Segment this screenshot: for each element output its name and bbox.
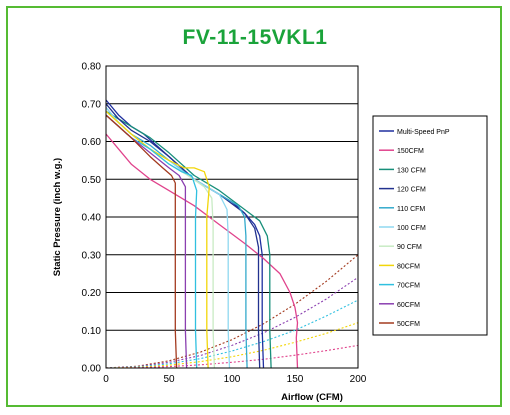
series-line — [105, 110, 272, 369]
system-curves — [105, 254, 359, 369]
y-tick-label: 0.50 — [82, 175, 102, 186]
grid-lines — [106, 65, 358, 369]
system-curve — [105, 299, 359, 369]
legend-label: 150CFM — [397, 148, 424, 155]
legend-label: 70CFM — [397, 283, 420, 290]
x-tick-labels: 0 50 100 150 200 — [103, 374, 367, 385]
y-tick-label: 0.80 — [82, 62, 102, 73]
x-axis-label: Airflow (CFM) — [281, 392, 343, 403]
legend-label: 80CFM — [397, 263, 420, 270]
chart-title: FV-11-15VKL1 — [182, 26, 328, 49]
x-tick-label: 150 — [287, 374, 304, 385]
x-tick-label: 100 — [224, 374, 241, 385]
x-tick-label: 0 — [103, 374, 109, 385]
y-tick-label: 0.70 — [82, 99, 102, 110]
series-line — [105, 114, 178, 369]
legend: Multi-Speed PnP 150CFM 130 CFM 120 CFM 110 C… — [372, 115, 488, 336]
plot-area-border — [105, 65, 359, 369]
y-axis-label: Static Pressure (inch w.g.) — [52, 158, 63, 276]
legend-label: Multi-Speed PnP — [397, 129, 450, 136]
legend-label: 120 CFM — [397, 187, 426, 194]
series-line — [105, 110, 210, 369]
legend-label: 90 CFM — [397, 244, 422, 251]
y-tick-label: 0.60 — [82, 137, 102, 148]
legend-label: 110 CFM — [397, 206, 425, 213]
x-tick-label: 50 — [163, 374, 175, 385]
legend-label: 100 CFM — [397, 225, 426, 232]
x-tick-label: 200 — [350, 374, 367, 385]
legend-label: 50CFM — [397, 321, 420, 328]
y-tick-label: 0.00 — [82, 364, 102, 375]
series-line — [105, 107, 248, 369]
system-curve — [105, 276, 359, 369]
system-curve — [105, 254, 359, 369]
legend-box — [372, 115, 488, 336]
series-lines — [105, 99, 299, 369]
y-tick-label: 0.40 — [82, 213, 102, 224]
series-line — [105, 107, 231, 369]
series-line — [105, 133, 299, 369]
system-curve — [105, 344, 359, 369]
series-line — [105, 103, 261, 369]
y-tick-label: 0.10 — [82, 326, 102, 337]
legend-label: 60CFM — [397, 302, 420, 309]
y-tick-label: 0.20 — [82, 288, 102, 299]
y-tick-label: 0.30 — [82, 250, 102, 261]
legend-label: 130 CFM — [397, 167, 426, 174]
y-tick-labels: 0.00 0.10 0.20 0.30 0.40 0.50 0.60 0.70 0.80 — [82, 62, 102, 375]
system-curve — [105, 322, 359, 369]
